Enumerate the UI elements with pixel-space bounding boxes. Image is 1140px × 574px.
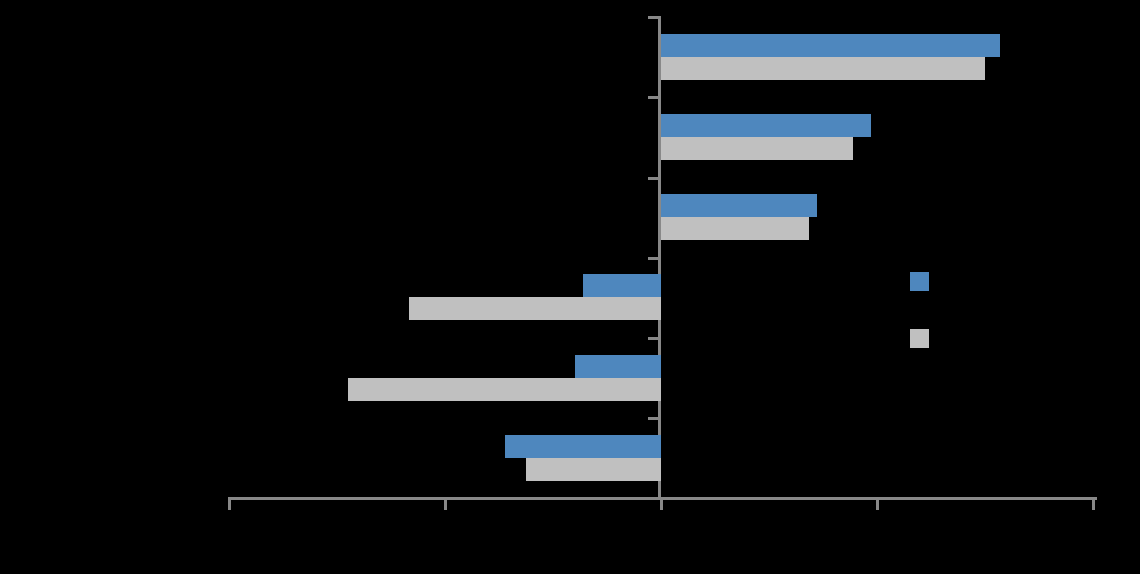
bar-series-1-cat3 [661,194,817,217]
bar-series-1-cat4 [583,274,661,297]
y-axis-tick [648,177,658,180]
x-axis-tick [444,497,447,510]
legend-swatch-2 [910,329,929,348]
y-axis-tick [648,417,658,420]
bar-series-1-cat1 [661,34,1000,57]
bar-series-2-cat4 [409,297,661,320]
x-axis-tick [876,497,879,510]
x-axis-tick [660,497,663,510]
bar-series-1-cat5 [575,355,661,378]
y-axis-tick [648,96,658,99]
bar-series-1-cat2 [661,114,871,137]
legend-swatch-1 [910,272,929,291]
y-axis-tick [648,257,658,260]
y-axis-tick [648,16,658,19]
y-axis-line [658,16,661,500]
bar-series-2-cat1 [661,57,985,80]
bar-series-2-cat2 [661,137,853,160]
bar-series-1-cat6 [505,435,661,458]
bar-series-2-cat3 [661,217,809,240]
y-axis-tick [648,337,658,340]
x-axis-tick [228,497,231,510]
x-axis-tick [1092,497,1095,510]
bar-series-2-cat6 [526,458,661,481]
bar-series-2-cat5 [348,378,661,401]
